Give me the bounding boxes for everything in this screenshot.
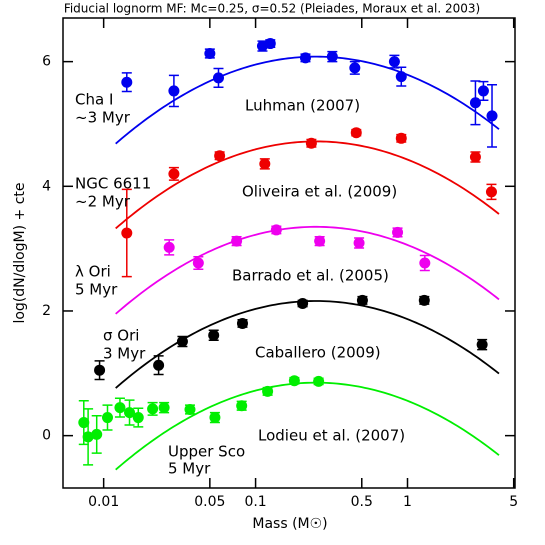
data-point bbox=[305, 137, 317, 149]
data-point bbox=[270, 224, 282, 236]
region-label: 5 Myr bbox=[75, 281, 118, 299]
data-point bbox=[299, 52, 311, 64]
data-point bbox=[204, 48, 216, 60]
data-point bbox=[326, 51, 338, 63]
y-tick-label: 4 bbox=[42, 178, 51, 194]
data-point bbox=[388, 56, 400, 68]
series-label: Caballero (2009) bbox=[255, 344, 381, 362]
region-label: ~2 Myr bbox=[75, 193, 131, 211]
data-point bbox=[313, 375, 325, 387]
data-point bbox=[168, 85, 180, 97]
data-point bbox=[353, 237, 365, 249]
data-point bbox=[82, 431, 94, 443]
data-point bbox=[114, 402, 126, 414]
x-tick-label: 0.5 bbox=[351, 494, 373, 510]
data-point bbox=[262, 385, 274, 397]
region-label: σ Ori bbox=[103, 327, 139, 345]
x-tick-label: 0.01 bbox=[88, 494, 119, 510]
data-point bbox=[184, 403, 196, 415]
region-label: 5 Myr bbox=[168, 460, 211, 478]
data-point bbox=[476, 339, 488, 351]
region-label: Cha I bbox=[75, 91, 113, 109]
fit-curve bbox=[115, 381, 500, 471]
data-point bbox=[288, 375, 300, 387]
data-point bbox=[124, 407, 136, 419]
data-point bbox=[153, 359, 165, 371]
data-point bbox=[176, 336, 188, 348]
data-point bbox=[91, 428, 103, 440]
data-point bbox=[236, 317, 248, 329]
data-point bbox=[212, 72, 224, 84]
series-label: Luhman (2007) bbox=[245, 97, 360, 115]
data-point bbox=[297, 297, 309, 309]
data-point bbox=[121, 76, 133, 88]
plot-frame bbox=[62, 17, 516, 489]
data-point bbox=[350, 127, 362, 139]
region-label: λ Ori bbox=[75, 263, 111, 281]
data-point bbox=[469, 151, 481, 163]
data-point bbox=[209, 412, 221, 424]
data-point bbox=[264, 38, 276, 50]
data-point bbox=[192, 257, 204, 269]
data-point bbox=[102, 412, 114, 424]
data-point bbox=[168, 168, 180, 180]
data-point bbox=[349, 62, 361, 74]
data-point bbox=[163, 241, 175, 253]
series-label: Barrado et al. (2005) bbox=[232, 267, 389, 285]
chart-title: Fiducial lognorm MF: Mc=0.25, σ=0.52 (Pl… bbox=[64, 2, 480, 16]
data-point bbox=[392, 226, 404, 238]
data-point bbox=[259, 158, 271, 170]
region-label: ~3 Myr bbox=[75, 109, 131, 127]
data-point bbox=[78, 417, 90, 429]
data-point bbox=[94, 364, 106, 376]
data-point bbox=[395, 132, 407, 144]
x-tick-label: 5 bbox=[509, 494, 518, 510]
data-point bbox=[314, 235, 326, 247]
region-label: 3 Myr bbox=[103, 345, 146, 363]
data-point bbox=[147, 403, 159, 415]
data-point bbox=[485, 186, 497, 198]
series-label: Lodieu et al. (2007) bbox=[258, 427, 405, 445]
x-tick-label: 1 bbox=[403, 494, 412, 510]
x-tick-label: 0.1 bbox=[244, 494, 266, 510]
x-axis-label: Mass (M☉) bbox=[252, 516, 327, 532]
data-point bbox=[395, 71, 407, 83]
data-point bbox=[469, 97, 481, 109]
data-point bbox=[236, 400, 248, 412]
data-point bbox=[477, 85, 489, 97]
data-point bbox=[486, 110, 498, 122]
data-point bbox=[158, 402, 170, 414]
data-point bbox=[214, 150, 226, 162]
data-point bbox=[419, 257, 431, 269]
y-tick-label: 2 bbox=[42, 303, 51, 319]
region-label: Upper Sco bbox=[168, 443, 245, 461]
data-point bbox=[356, 294, 368, 306]
series-label: Oliveira et al. (2009) bbox=[242, 183, 397, 201]
x-tick-label: 0.05 bbox=[194, 494, 225, 510]
data-point bbox=[208, 329, 220, 341]
data-point bbox=[418, 294, 430, 306]
y-tick-label: 0 bbox=[42, 428, 51, 444]
region-label: NGC 6611 bbox=[75, 175, 151, 193]
fit-curve bbox=[115, 225, 500, 315]
y-axis-label: log(dN/dlogM) + cte bbox=[12, 182, 28, 323]
data-point bbox=[132, 412, 144, 424]
data-point bbox=[231, 235, 243, 247]
y-tick-label: 6 bbox=[42, 54, 51, 70]
data-point bbox=[121, 227, 133, 239]
